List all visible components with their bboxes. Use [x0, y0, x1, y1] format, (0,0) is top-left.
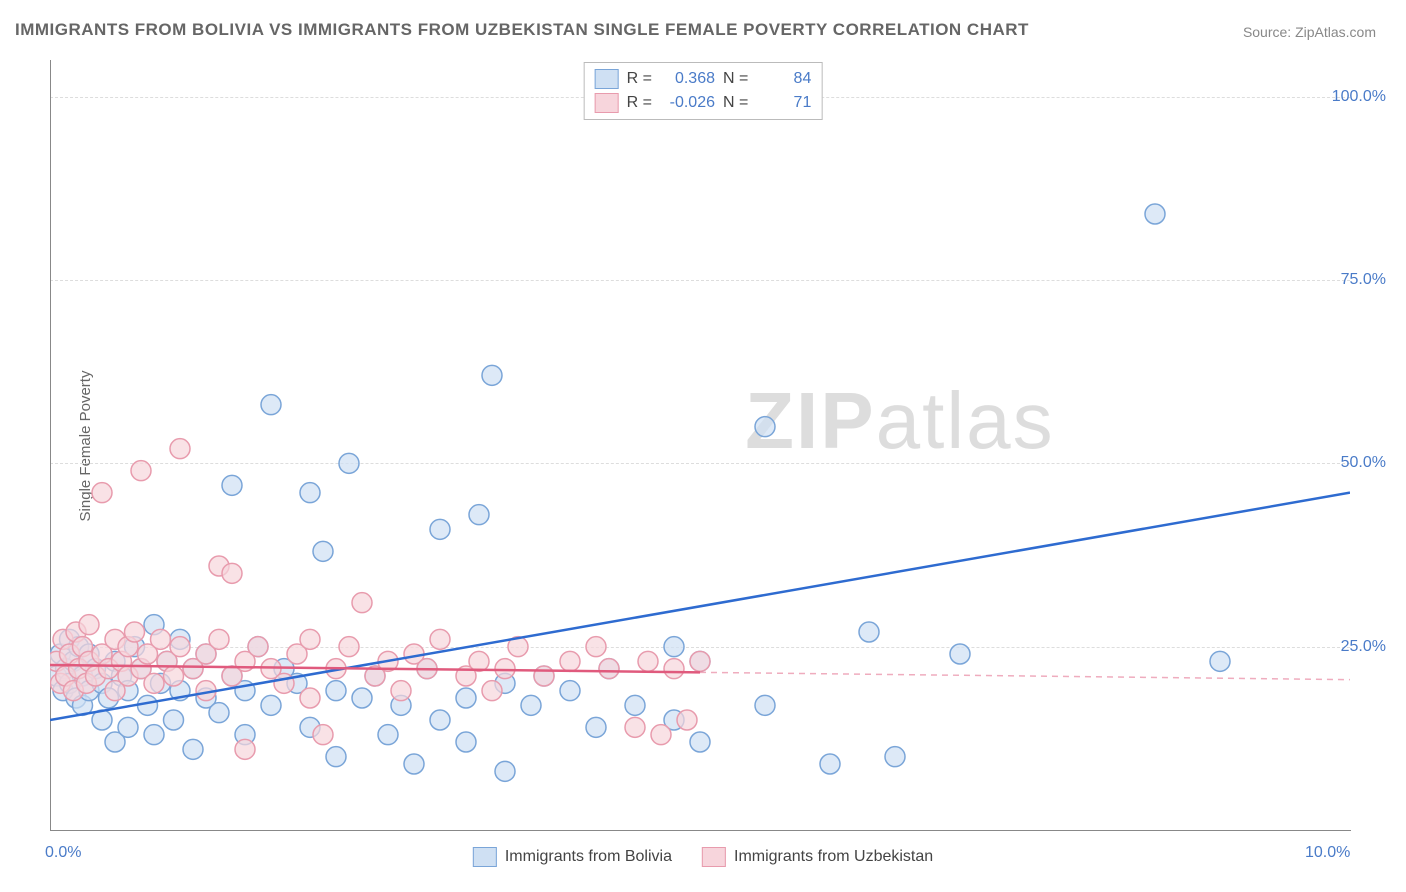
data-point	[456, 732, 476, 752]
legend-stats-row-uzbekistan: R = -0.026 N = 71	[595, 91, 812, 115]
data-point	[352, 593, 372, 613]
data-point	[651, 725, 671, 745]
legend-item-uzbekistan: Immigrants from Uzbekistan	[702, 847, 933, 867]
swatch-bolivia-bottom	[473, 847, 497, 867]
data-point	[274, 673, 294, 693]
data-point	[300, 688, 320, 708]
data-point	[456, 688, 476, 708]
data-point	[1145, 204, 1165, 224]
legend-label-bolivia: Immigrants from Bolivia	[505, 848, 672, 866]
data-point	[586, 717, 606, 737]
data-point	[144, 725, 164, 745]
regression-line	[50, 493, 1350, 720]
n-value-uzbekistan: 71	[756, 94, 811, 112]
data-point	[521, 695, 541, 715]
r-value-uzbekistan: -0.026	[660, 94, 715, 112]
swatch-uzbekistan-bottom	[702, 847, 726, 867]
data-point	[482, 365, 502, 385]
data-point	[495, 659, 515, 679]
data-point	[170, 439, 190, 459]
data-point	[222, 475, 242, 495]
data-point	[664, 659, 684, 679]
n-label: N =	[723, 70, 748, 88]
data-point	[144, 673, 164, 693]
data-point	[404, 754, 424, 774]
data-point	[677, 710, 697, 730]
data-point	[125, 622, 145, 642]
data-point	[209, 629, 229, 649]
data-point	[495, 761, 515, 781]
data-point	[326, 681, 346, 701]
n-label: N =	[723, 94, 748, 112]
swatch-uzbekistan	[595, 93, 619, 113]
data-point	[885, 747, 905, 767]
r-label: R =	[627, 70, 652, 88]
data-point	[235, 739, 255, 759]
data-point	[430, 519, 450, 539]
data-point	[482, 681, 502, 701]
data-point	[560, 651, 580, 671]
data-point	[164, 710, 184, 730]
chart-title: IMMIGRANTS FROM BOLIVIA VS IMMIGRANTS FR…	[15, 20, 1029, 40]
data-point	[586, 637, 606, 657]
data-point	[300, 483, 320, 503]
n-value-bolivia: 84	[756, 70, 811, 88]
data-point	[599, 659, 619, 679]
data-point	[222, 563, 242, 583]
data-point	[118, 717, 138, 737]
legend-stats-row-bolivia: R = 0.368 N = 84	[595, 67, 812, 91]
data-point	[391, 681, 411, 701]
data-point	[261, 395, 281, 415]
data-point	[248, 637, 268, 657]
data-point	[755, 417, 775, 437]
data-point	[300, 629, 320, 649]
data-point	[755, 695, 775, 715]
data-point	[690, 651, 710, 671]
data-point	[469, 505, 489, 525]
data-point	[625, 717, 645, 737]
data-point	[164, 666, 184, 686]
data-point	[690, 732, 710, 752]
legend-item-bolivia: Immigrants from Bolivia	[473, 847, 672, 867]
data-point	[170, 637, 190, 657]
data-point	[625, 695, 645, 715]
data-point	[469, 651, 489, 671]
data-point	[560, 681, 580, 701]
data-point	[950, 644, 970, 664]
data-point	[313, 541, 333, 561]
data-point	[378, 725, 398, 745]
legend-series: Immigrants from Bolivia Immigrants from …	[473, 847, 933, 867]
data-point	[326, 747, 346, 767]
data-point	[79, 615, 99, 635]
data-point	[92, 483, 112, 503]
data-point	[859, 622, 879, 642]
r-value-bolivia: 0.368	[660, 70, 715, 88]
data-point	[151, 629, 171, 649]
data-point	[820, 754, 840, 774]
x-tick-min: 0.0%	[45, 844, 81, 862]
scatter-svg	[50, 60, 1350, 830]
data-point	[131, 461, 151, 481]
data-point	[1210, 651, 1230, 671]
regression-line-extrapolated	[700, 672, 1350, 679]
data-point	[339, 637, 359, 657]
data-point	[534, 666, 554, 686]
data-point	[313, 725, 333, 745]
swatch-bolivia	[595, 69, 619, 89]
data-point	[183, 739, 203, 759]
data-point	[261, 695, 281, 715]
data-point	[638, 651, 658, 671]
data-point	[430, 710, 450, 730]
data-point	[209, 703, 229, 723]
data-point	[664, 637, 684, 657]
x-tick-max: 10.0%	[1305, 844, 1350, 862]
source-attribution: Source: ZipAtlas.com	[1243, 24, 1376, 40]
data-point	[430, 629, 450, 649]
r-label: R =	[627, 94, 652, 112]
legend-stats-box: R = 0.368 N = 84 R = -0.026 N = 71	[584, 62, 823, 120]
data-point	[339, 453, 359, 473]
legend-label-uzbekistan: Immigrants from Uzbekistan	[734, 848, 933, 866]
data-point	[352, 688, 372, 708]
